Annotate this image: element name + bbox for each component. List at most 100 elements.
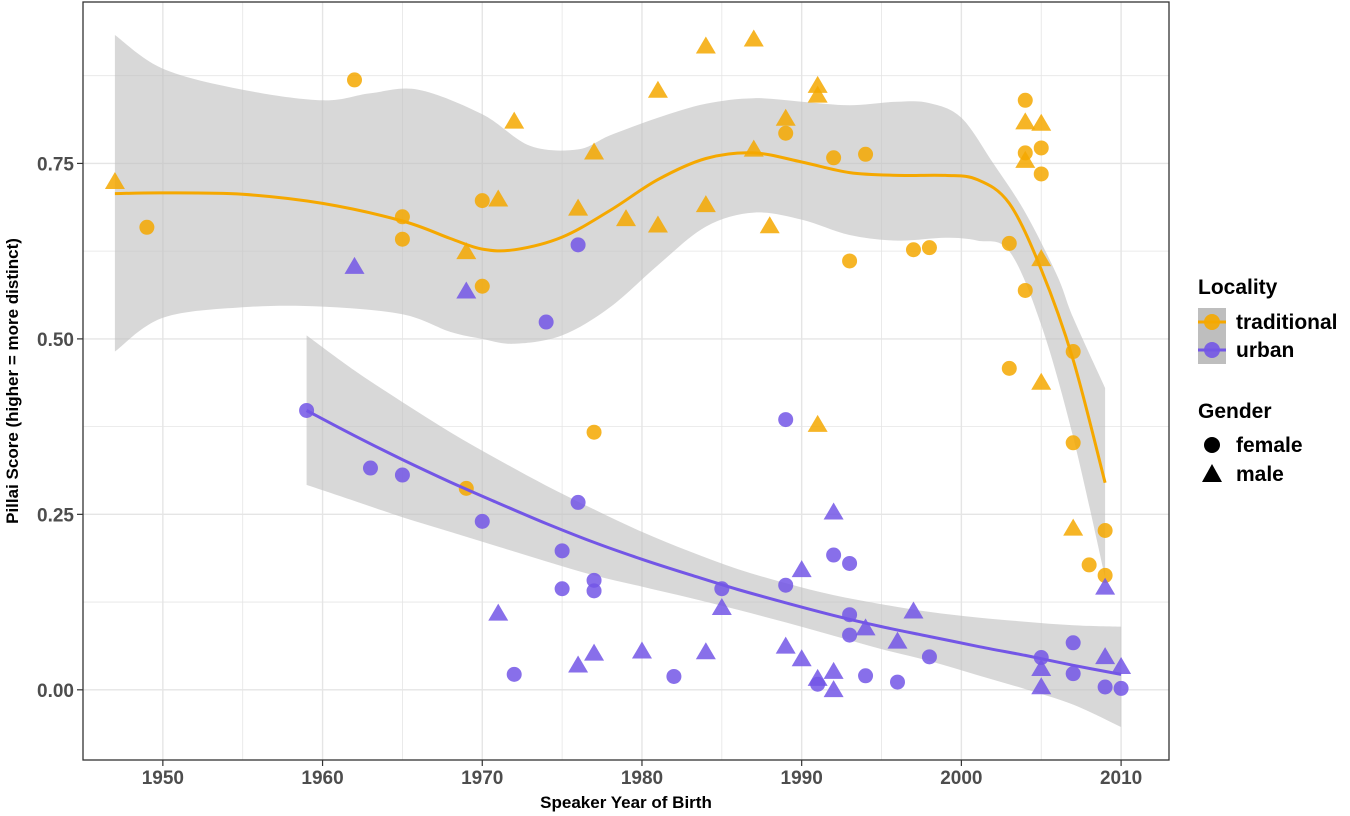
point-traditional-female (394, 231, 410, 247)
point-urban-female (842, 555, 858, 571)
legend-key-traditional-point (1204, 314, 1220, 330)
point-traditional-male (584, 142, 605, 160)
point-urban-female (506, 666, 522, 682)
point-traditional-female (139, 219, 155, 235)
point-urban-female (570, 237, 586, 253)
point-urban-male (568, 655, 589, 673)
point-urban-female (299, 402, 315, 418)
point-traditional-male (1015, 112, 1036, 130)
point-urban-male (711, 597, 732, 615)
point-traditional-male (743, 29, 764, 47)
y-axis-title: Pillai Score (higher = more distinct) (3, 238, 22, 524)
legend-label-traditional: traditional (1236, 311, 1338, 334)
point-traditional-female (1097, 567, 1113, 583)
x-tick-label: 1950 (142, 768, 184, 789)
point-traditional-female (826, 150, 842, 166)
point-traditional-male (1031, 372, 1052, 390)
point-traditional-male (616, 209, 636, 227)
confidence-ribbons (114, 35, 1122, 727)
x-axis: 1950 1960 1970 1980 1990 2000 2010 (142, 760, 1142, 789)
point-urban-male (584, 643, 605, 661)
point-urban-male (1095, 577, 1116, 595)
smooth-lines (114, 151, 1122, 676)
point-urban-female (921, 649, 937, 665)
point-traditional-female (347, 72, 362, 88)
x-axis-title: Speaker Year of Birth (540, 793, 712, 812)
point-traditional-female (586, 424, 602, 440)
point-traditional-male (1031, 249, 1052, 267)
point-urban-female (586, 572, 602, 588)
point-urban-female (554, 581, 570, 597)
point-traditional-female (1017, 282, 1033, 298)
point-traditional-male (1031, 113, 1052, 131)
x-tick-label: 1960 (301, 768, 343, 789)
legend-label-female: female (1236, 434, 1303, 457)
point-urban-male (1111, 656, 1132, 674)
point-urban-female (1065, 666, 1081, 682)
legend-label-urban: urban (1236, 339, 1294, 362)
panel-border (82, 1, 1170, 761)
point-traditional-male (775, 108, 796, 126)
point-urban-female (842, 627, 858, 643)
point-traditional-male (695, 36, 716, 54)
point-traditional-female (1033, 166, 1049, 182)
point-traditional-male (647, 215, 668, 233)
legend-key-urban-point (1204, 342, 1220, 358)
point-urban-male (855, 618, 876, 636)
point-traditional-female (1017, 92, 1033, 108)
point-urban-female (858, 668, 874, 684)
legend-key-female (1204, 437, 1220, 453)
point-traditional-male (456, 242, 477, 260)
point-traditional-male (759, 216, 780, 234)
point-urban-male (823, 680, 844, 698)
point-traditional-female (1097, 522, 1113, 538)
point-traditional-male (1015, 150, 1036, 168)
point-traditional-male (807, 75, 828, 93)
point-urban-female (474, 513, 490, 529)
point-urban-male (695, 642, 716, 660)
point-traditional-female (921, 240, 937, 256)
point-urban-female (778, 577, 794, 593)
point-urban-female (554, 543, 570, 559)
point-traditional-female (858, 146, 874, 162)
point-urban-male (903, 601, 924, 619)
point-urban-female (570, 494, 586, 510)
point-traditional-male (488, 189, 509, 207)
point-traditional-female (778, 125, 794, 141)
point-urban-male (823, 502, 844, 520)
point-urban-male (344, 256, 365, 274)
point-urban-male (1031, 659, 1052, 677)
point-urban-male (887, 631, 908, 649)
ribbon-urban (306, 335, 1122, 727)
ribbon-traditional (114, 35, 1106, 578)
y-tick-label: 0.75 (37, 154, 74, 175)
point-urban-male (1095, 647, 1116, 665)
point-traditional-male (568, 198, 589, 216)
point-urban-male (488, 603, 509, 621)
x-tick-label: 2010 (1100, 768, 1142, 789)
point-urban-female (890, 674, 905, 690)
legend-title-gender: Gender (1198, 400, 1272, 423)
point-traditional-male (807, 414, 828, 432)
legend: Locality traditional urban Gender female… (1198, 276, 1338, 486)
x-tick-label: 1990 (781, 768, 823, 789)
smooth-line-urban (305, 409, 1122, 676)
point-traditional-female (474, 193, 490, 209)
point-traditional-female (1001, 360, 1017, 376)
point-urban-female (1065, 635, 1081, 651)
point-urban-female (538, 314, 554, 330)
point-urban-female (1097, 679, 1113, 695)
point-urban-female (826, 547, 842, 563)
point-urban-female (810, 676, 826, 692)
x-tick-label: 1980 (621, 768, 663, 789)
legend-key-male (1202, 464, 1222, 482)
point-traditional-male (647, 80, 668, 98)
point-urban-male (791, 560, 812, 578)
point-urban-male (1031, 677, 1052, 695)
y-tick-label: 0.50 (37, 330, 74, 351)
point-traditional-male (104, 171, 125, 189)
point-urban-male (791, 649, 812, 667)
point-traditional-male (807, 85, 828, 103)
y-tick-label: 0.00 (37, 681, 74, 702)
